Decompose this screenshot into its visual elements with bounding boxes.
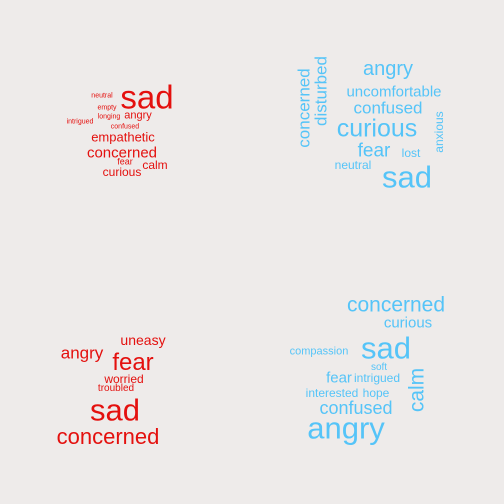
cloud-word: curious bbox=[383, 314, 433, 332]
cloud-word: calm bbox=[142, 158, 168, 172]
cloud-word: hope bbox=[362, 386, 390, 400]
cloud-word: concerned bbox=[346, 293, 446, 317]
cloud-word: fear bbox=[326, 369, 352, 387]
cloud-word-vertical: anxious bbox=[432, 111, 446, 153]
cloud-word: confused bbox=[110, 123, 140, 131]
cloud-word: confused bbox=[353, 98, 423, 118]
cloud-word-vertical: disturbed bbox=[311, 56, 331, 126]
cloud-word: soft bbox=[370, 362, 388, 373]
cloud-word-vertical: calm bbox=[405, 367, 429, 413]
word-cloud-bottom-left: uneasy angry fear worried troubled sad c… bbox=[40, 325, 180, 455]
cloud-word: angry bbox=[60, 343, 104, 363]
cloud-word: concerned bbox=[86, 144, 158, 162]
cloud-word: sad bbox=[90, 392, 140, 428]
cloud-word: confused bbox=[319, 398, 393, 418]
cloud-word: angry bbox=[124, 109, 152, 122]
word-cloud-bottom-right: concerned curious compassion sad soft fe… bbox=[280, 290, 455, 450]
word-cloud-top-left: sad neutral empty longing angry intrigue… bbox=[60, 75, 190, 185]
cloud-word: angry bbox=[362, 58, 414, 80]
cloud-word: angry bbox=[307, 410, 385, 446]
cloud-word: neutral bbox=[334, 158, 372, 172]
cloud-word: curious bbox=[336, 114, 418, 143]
word-cloud-top-right: angry uncomfortable confused curious fea… bbox=[290, 45, 460, 200]
cloud-word: sad bbox=[361, 330, 411, 366]
cloud-word: worried bbox=[104, 372, 144, 386]
cloud-word: intrigued bbox=[353, 371, 401, 385]
cloud-word: fear bbox=[357, 140, 391, 162]
cloud-word: lost bbox=[401, 146, 421, 160]
cloud-word: empathetic bbox=[91, 129, 155, 145]
cloud-word: uneasy bbox=[120, 332, 166, 348]
cloud-word: longing bbox=[97, 113, 121, 121]
cloud-word: intrigued bbox=[66, 118, 94, 126]
cloud-word: compassion bbox=[289, 345, 349, 358]
cloud-word: fear bbox=[117, 156, 133, 167]
cloud-word: empty bbox=[97, 104, 117, 112]
cloud-word: interested bbox=[305, 386, 359, 400]
cloud-word: uncomfortable bbox=[346, 83, 442, 101]
cloud-word: curious bbox=[102, 165, 142, 179]
cloud-word: concerned bbox=[56, 424, 160, 449]
cloud-word: fear bbox=[112, 349, 154, 376]
cloud-word-vertical: concerned bbox=[294, 68, 314, 148]
cloud-word: sad bbox=[382, 159, 432, 195]
cloud-word: neutral bbox=[91, 92, 113, 100]
cloud-word: troubled bbox=[97, 383, 135, 394]
cloud-word: sad bbox=[120, 78, 174, 116]
